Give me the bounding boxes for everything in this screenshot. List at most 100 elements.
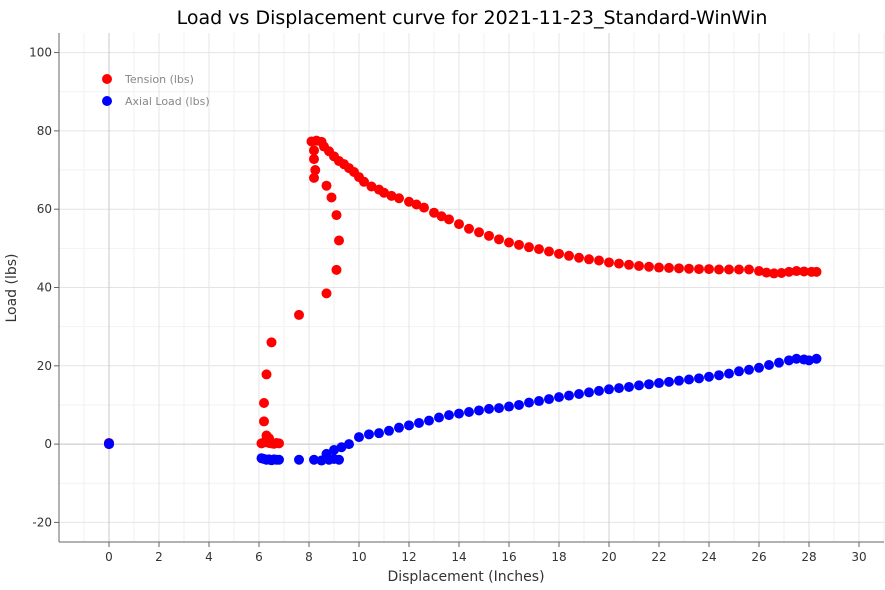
data-point [791,353,802,364]
data-point [354,432,364,443]
data-point [504,237,514,248]
data-point [784,355,794,366]
data-point [574,388,584,399]
x-tick-label: 12 [401,550,416,564]
data-point [776,268,787,279]
data-point [754,266,764,277]
x-tick-label: 8 [305,550,313,564]
data-point [436,211,447,222]
data-point [336,442,347,453]
data-point [734,366,744,377]
data-point [654,378,664,389]
data-point [534,396,544,407]
data-point [404,420,414,431]
legend: Tension (lbs) Axial Load (lbs) [102,73,210,108]
data-point [714,264,724,275]
data-point [104,438,114,449]
axes-layer: 0 2 4 6 8 10 12 14 16 18 20 22 24 26 28 30-200204060801… [29,33,884,564]
data-point [379,187,389,198]
x-tick-label: 0 [105,550,113,564]
data-point [321,180,332,191]
data-point [724,368,734,379]
data-point [811,353,822,364]
data-point [524,242,534,253]
data-point [394,422,404,433]
legend-marker [102,74,112,84]
data-point [624,381,634,392]
data-point [444,410,454,421]
data-point [484,230,494,241]
series-layer [104,135,822,466]
data-point [654,262,664,273]
data-point [331,210,342,221]
data-point [494,234,504,245]
legend-label: Axial Load (lbs) [125,95,210,108]
data-point [411,199,422,210]
data-point [674,263,684,274]
data-point [474,227,484,238]
data-point [359,176,369,187]
y-tick-label: 0 [44,437,52,451]
data-point [266,337,277,348]
data-point [374,428,384,439]
data-point [769,268,779,279]
data-point [564,250,574,261]
data-point [604,384,614,395]
data-point [366,181,377,192]
x-tick-label: 14 [451,550,466,564]
data-point [424,415,434,426]
data-point [614,258,624,269]
data-point [799,266,809,277]
data-point [504,401,514,412]
x-tick-label: 24 [701,550,716,564]
x-tick-label: 22 [651,550,666,564]
data-point [704,264,714,275]
data-point [444,214,454,225]
data-point [321,288,332,299]
x-tick-label: 18 [551,550,566,564]
data-point [326,192,337,203]
data-point [344,439,354,450]
data-point [294,454,304,465]
data-point [664,262,674,273]
data-point [419,202,429,213]
x-tick-label: 4 [205,550,213,564]
series-tension [104,135,822,450]
data-point [684,374,694,385]
data-point [724,264,734,275]
data-point [614,383,624,394]
y-tick-label: -20 [32,515,52,529]
data-point [309,172,319,183]
x-tick-label: 16 [501,550,516,564]
data-point [514,399,524,410]
y-tick-label: 20 [37,359,52,373]
legend-label: Tension (lbs) [124,73,194,86]
y-axis-label: Load (lbs) [4,253,20,322]
data-point [804,355,814,366]
data-point [534,244,544,255]
data-point [564,390,574,401]
data-point [704,371,714,382]
data-point [429,207,439,218]
data-point [274,438,284,449]
data-point [404,196,414,207]
data-point [754,362,764,373]
data-point [744,264,754,275]
data-point [811,266,822,277]
data-point [634,260,644,271]
data-point [554,392,564,403]
grid-layer [59,33,885,542]
data-point [574,252,584,263]
data-point [554,248,564,259]
data-point [714,370,724,381]
data-point [544,394,554,405]
data-point [309,454,319,465]
data-point [454,219,464,230]
data-point [734,264,744,275]
data-point [664,376,674,387]
data-point [594,385,604,396]
y-tick-label: 60 [37,202,52,216]
data-point [764,360,774,371]
y-tick-label: 40 [37,281,52,295]
